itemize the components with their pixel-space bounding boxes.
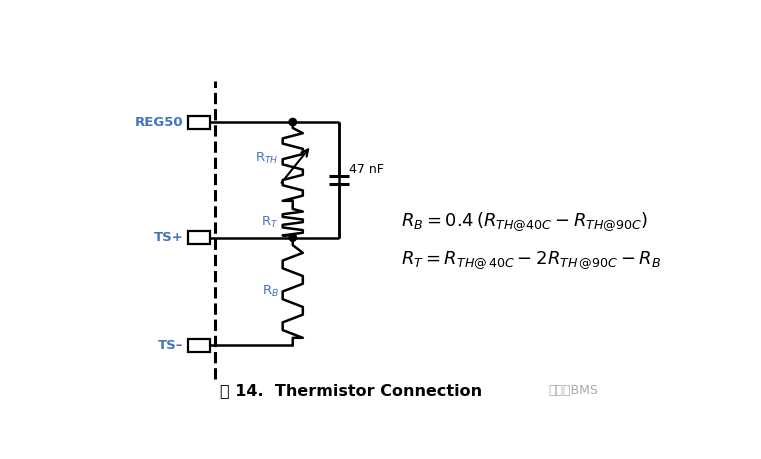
- Circle shape: [289, 234, 297, 241]
- Text: R$_{T}$: R$_{T}$: [261, 215, 279, 230]
- Text: TS–: TS–: [158, 339, 183, 352]
- Text: REG50: REG50: [135, 116, 183, 129]
- Text: 新能源BMS: 新能源BMS: [549, 384, 598, 397]
- Text: 图 14.  Thermistor Connection: 图 14. Thermistor Connection: [220, 383, 482, 398]
- Text: $R_B = 0.4\,(R_{TH@40C} - R_{TH@90C})$: $R_B = 0.4\,(R_{TH@40C} - R_{TH@90C})$: [401, 211, 648, 233]
- Circle shape: [289, 118, 297, 126]
- FancyBboxPatch shape: [188, 339, 210, 352]
- Text: $R_T = R_{TH@\,40C} - 2R_{TH\,@90C} - R_B$: $R_T = R_{TH@\,40C} - 2R_{TH\,@90C} - R_…: [401, 250, 661, 271]
- FancyBboxPatch shape: [188, 231, 210, 244]
- FancyBboxPatch shape: [188, 116, 210, 129]
- Text: R$_{TH}$: R$_{TH}$: [255, 151, 279, 166]
- Text: R$_{B}$: R$_{B}$: [262, 284, 279, 299]
- Text: TS+: TS+: [154, 231, 183, 244]
- Text: 47 nF: 47 nF: [349, 163, 384, 176]
